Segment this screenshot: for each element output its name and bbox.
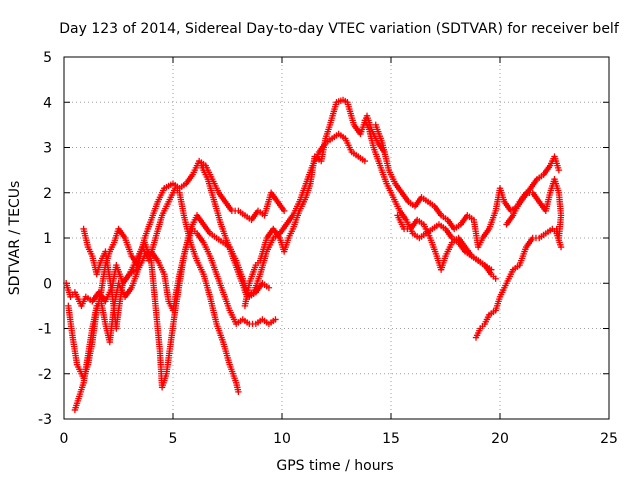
x-axis-label: GPS time / hours — [276, 458, 393, 474]
x-tick-label: 20 — [491, 431, 509, 447]
y-tick-label: 3 — [43, 141, 52, 157]
y-tick-label: 5 — [43, 50, 52, 66]
y-tick-label: -1 — [38, 322, 52, 338]
y-axis-label: SDTVAR / TECUs — [7, 181, 23, 296]
plus-markers — [241, 96, 388, 310]
x-tick-label: 25 — [600, 431, 618, 447]
y-tick-label: -2 — [38, 367, 52, 383]
y-tick-label: 1 — [43, 231, 52, 247]
x-tick-label: 5 — [169, 431, 178, 447]
y-tick-label: 0 — [43, 276, 52, 292]
y-axis-ticks: -3 -2 -1 0 1 2 3 4 5 — [38, 50, 609, 428]
plus-markers — [394, 212, 495, 273]
data-points — [62, 96, 565, 414]
series-trace-9 — [394, 212, 495, 273]
series-trace-10 — [472, 225, 565, 341]
chart-title: Day 123 of 2014, Sidereal Day-to-day VTE… — [59, 21, 620, 37]
plus-markers — [472, 225, 565, 341]
series-trace-11 — [503, 175, 565, 242]
plus-markers — [198, 130, 369, 301]
x-tick-label: 15 — [382, 431, 400, 447]
plus-markers — [503, 175, 565, 242]
x-tick-label: 10 — [273, 431, 291, 447]
series-trace-6 — [241, 96, 388, 310]
plus-markers — [372, 121, 563, 251]
y-tick-label: -3 — [38, 412, 52, 428]
series-trace-5 — [198, 130, 369, 301]
series-trace-8 — [372, 121, 563, 251]
y-tick-label: 4 — [43, 95, 52, 111]
y-tick-label: 2 — [43, 186, 52, 202]
x-axis-ticks: 0 5 10 15 20 25 — [60, 57, 618, 447]
x-tick-label: 0 — [60, 431, 69, 447]
